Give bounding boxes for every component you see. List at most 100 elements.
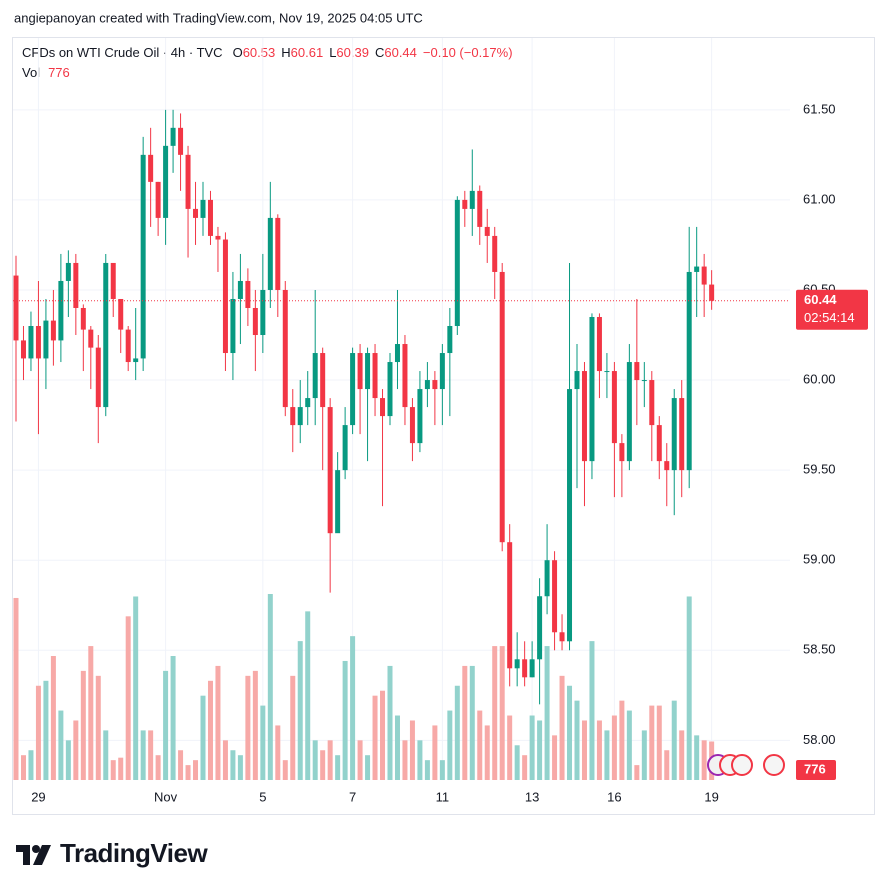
candle-body [611,371,617,444]
y-tick-label: 59.50 [803,462,836,477]
volume-bar [230,750,236,780]
candle-body [626,362,632,462]
volume-bar [380,690,386,780]
candle-body [222,239,228,354]
candle-body [671,398,677,471]
volume-bar [694,735,700,780]
volume-bar [641,730,647,780]
volume-bar [327,740,333,780]
x-tick-label: Nov [154,789,178,804]
candle-body [417,389,423,444]
candle-body [634,362,640,381]
volume-bar [462,665,468,780]
candle-body [193,208,199,218]
volume-bar [634,765,640,780]
candle-body [320,353,326,408]
volume-bar [252,670,258,780]
candle-body [492,235,498,272]
volume-bar [200,695,206,780]
candle-body [50,320,56,341]
event-icon [731,754,753,776]
logo-mark [33,845,51,865]
candle-body [596,316,602,372]
header: CFDs on WTI Crude Oil · 4h · TVC O60.53 H6… [22,45,513,80]
volume-bar [365,755,371,780]
candle-body [619,443,625,462]
volume-bar [65,740,71,780]
candle-body [537,596,543,660]
candle-body [267,217,273,290]
volume-bar [394,715,400,780]
volume-bar [267,594,273,780]
volume-bar [237,755,243,780]
logo-text: TradingView [60,838,208,868]
candle-body [394,344,400,363]
x-tick-label: 5 [259,789,266,804]
candle-body [140,154,146,359]
volume-bar [604,730,610,780]
y-tick-label: 61.00 [803,191,836,206]
volume-bar [492,646,498,780]
candle-body [43,320,49,359]
volume-bar [574,700,580,780]
volume-bar [170,656,176,780]
candle-body [679,398,685,471]
candle-body [148,154,154,182]
y-tick-label: 58.00 [803,732,836,747]
volume-bar [439,760,445,780]
volume-bar [207,680,213,780]
volume-bar [125,616,131,780]
candle-body [275,217,281,290]
candle-body [80,307,86,330]
candle-body [312,353,318,399]
candle-body [350,353,356,426]
candle-body [252,307,258,336]
volume-bar [58,710,64,780]
candle-body [522,659,528,678]
volume-bar [342,660,348,780]
candle-body [237,280,243,299]
x-tick-label: 11 [436,789,450,804]
volume-bar [80,670,86,780]
candle-body [432,380,438,390]
volume-bar [507,715,513,780]
volume-bar [649,705,655,780]
ohlc-value: 60.53 [243,45,276,60]
event-icons [707,754,785,776]
ohlc-label: O [233,45,243,60]
candle-body [567,389,573,642]
candle-body [245,280,251,308]
candle-body [649,380,655,426]
candle-body [185,154,191,209]
legend-title: CFDs on WTI Crude Oil · 4h · TVC O60.53 H6… [22,45,513,60]
candle-body [656,425,662,462]
candle-body [641,380,647,382]
volume-bar [664,750,670,780]
candle-body [574,371,580,390]
volume-bar [626,710,632,780]
volume-bar [484,725,490,780]
change-value: −0.10 (−0.17%) [423,45,513,60]
volume-legend-value: 776 [48,65,70,80]
volume-bar [20,755,26,780]
candle-body [380,398,386,417]
volume-bar [552,735,558,780]
volume-bar [222,740,228,780]
volume-bar [559,675,565,780]
candle-body [178,127,184,155]
candle-body [207,199,213,236]
volume-bar [335,755,341,780]
candle-body [357,353,363,390]
candle-body [686,271,692,471]
volume-bar [537,720,543,780]
volume-bar [357,740,363,780]
candle-body [73,262,79,308]
volume-bar [50,656,56,780]
candle-body [372,353,378,399]
volume-bar [140,730,146,780]
volume-bar [185,765,191,780]
volume-bar [402,740,408,780]
candle-body [499,271,505,543]
ohlc-label: C [375,45,384,60]
ohlc-label: L [329,45,336,60]
